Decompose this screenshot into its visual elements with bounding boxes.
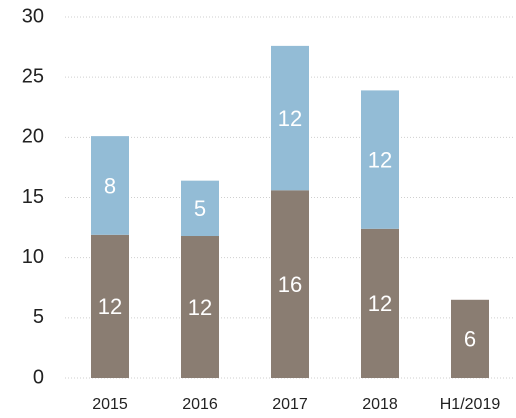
- y-tick-label: 25: [22, 65, 44, 87]
- y-tick-label: 30: [22, 5, 44, 27]
- bar-segment: [451, 299, 489, 378]
- bar-segment: [271, 190, 309, 378]
- data-label: 12: [98, 294, 122, 319]
- bar-segment: [181, 180, 219, 237]
- data-label: 8: [104, 173, 116, 198]
- bar-segment: [91, 136, 129, 235]
- data-label: 6: [464, 327, 476, 352]
- bar-segment: [91, 234, 129, 378]
- bar-segment: [361, 228, 399, 378]
- x-tick-label: H1/2019: [440, 396, 501, 413]
- bar-segment: [181, 236, 219, 378]
- x-tick-label: 2015: [92, 396, 128, 413]
- data-label: 12: [278, 106, 302, 131]
- data-label: 12: [368, 147, 392, 172]
- data-label: 5: [194, 196, 206, 221]
- y-tick-label: 10: [22, 246, 44, 268]
- y-tick-label: 15: [22, 186, 44, 208]
- y-tick-label: 5: [33, 306, 44, 328]
- y-tick-label: 20: [22, 126, 44, 148]
- y-tick-label: 0: [33, 366, 44, 388]
- data-label: 12: [368, 291, 392, 316]
- x-tick-label: 2017: [272, 396, 308, 413]
- bar-segment: [361, 90, 399, 229]
- data-label: 12: [188, 295, 212, 320]
- bar-segment: [271, 45, 309, 191]
- data-label: 16: [278, 272, 302, 297]
- x-tick-label: 2016: [182, 396, 218, 413]
- x-tick-label: 2018: [362, 396, 398, 413]
